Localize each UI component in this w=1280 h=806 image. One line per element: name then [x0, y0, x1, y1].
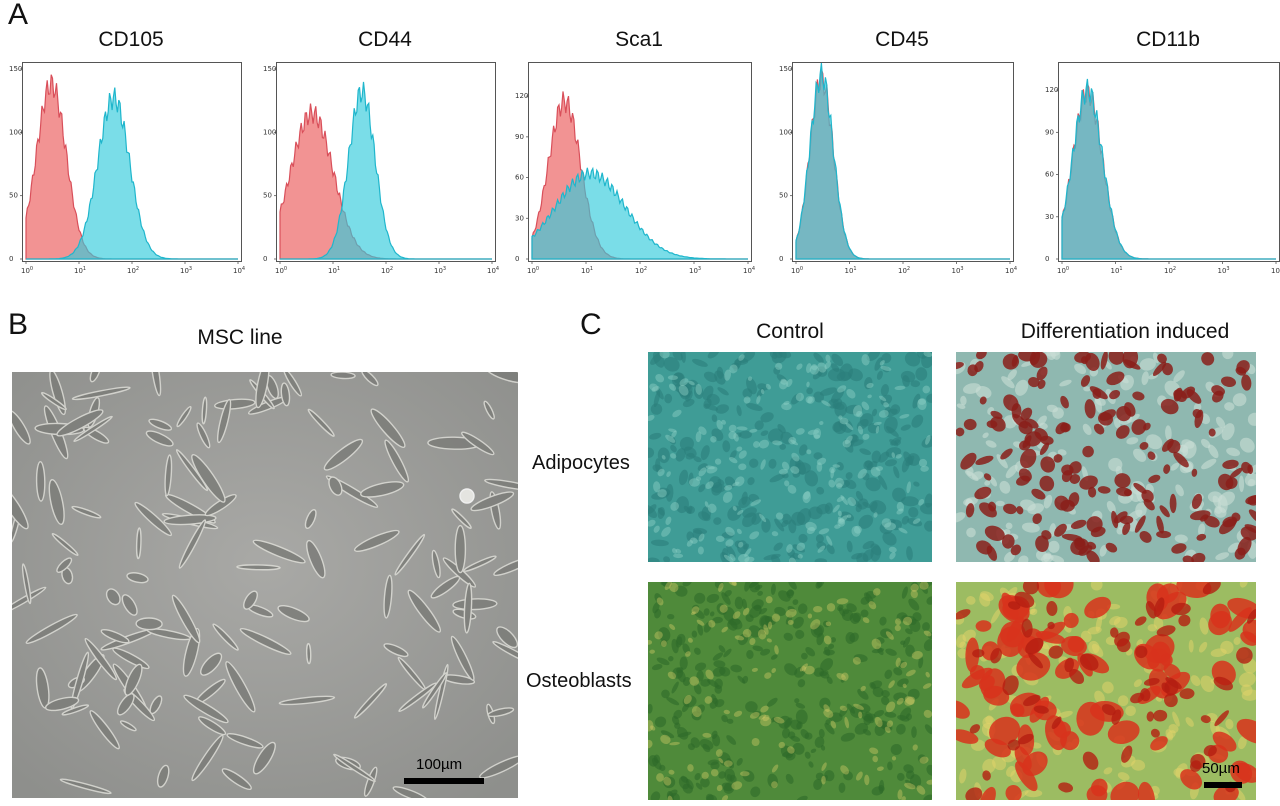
panel-b-letter: B — [8, 308, 29, 341]
histogram-3-series-1 — [795, 63, 1010, 260]
histogram-0-xtick-3: 103 — [180, 266, 192, 275]
histogram-title-2: Sca1 — [615, 28, 663, 51]
histogram-3-ytick-0: 0 — [779, 255, 783, 263]
histogram-2-series-1 — [531, 166, 748, 260]
histogram-plot-4: 0 30 60 90 120 100 101 102 103 104 — [1045, 62, 1280, 275]
histogram-4-ytick-3: 90 — [1045, 128, 1054, 136]
histogram-0-ytick-3: 150 — [9, 65, 22, 73]
histogram-1-xtick-2: 102 — [381, 266, 393, 275]
histogram-4-ytick-1: 30 — [1045, 213, 1054, 221]
osteoblasts-induced-image: 50µm — [956, 582, 1256, 800]
histogram-4-xtick-1: 101 — [1111, 266, 1123, 275]
histogram-2-xtick-3: 103 — [689, 266, 701, 275]
histogram-1-ytick-2: 100 — [263, 128, 276, 136]
histogram-title-0: CD105 — [98, 28, 164, 51]
histogram-3-xtick-4: 104 — [1005, 266, 1017, 275]
histogram-2-ytick-2: 60 — [515, 174, 524, 182]
scale-label-c: 50µm — [1202, 760, 1240, 777]
histogram-3-ytick-3: 150 — [779, 65, 792, 73]
histogram-2-xtick-1: 101 — [581, 266, 593, 275]
histogram-0-xtick-2: 102 — [127, 266, 139, 275]
msc-line-micrograph: 100µm — [12, 372, 518, 798]
histogram-0-xtick-0: 100 — [21, 266, 33, 275]
histogram-1-xtick-1: 101 — [328, 266, 340, 275]
histogram-4-xtick-0: 100 — [1057, 266, 1069, 275]
histogram-1-ytick-3: 150 — [263, 65, 276, 73]
histogram-plot-2: 0 30 60 90 120 100 101 102 103 104 — [515, 62, 755, 275]
adipocytes-induced-image — [956, 352, 1256, 562]
panel-a-letter: A — [8, 0, 29, 31]
histogram-1-ytick-0: 0 — [263, 255, 267, 263]
histogram-plot-0: 0 50 100 150 100 101 102 103 104 — [9, 62, 245, 275]
histogram-svg-1: 0 50 100 150 100 101 102 103 104 — [263, 65, 499, 275]
histogram-svg-0: 0 50 100 150 100 101 102 103 104 — [9, 65, 245, 275]
histogram-3-xtick-1: 101 — [845, 266, 857, 275]
histogram-4-series-1 — [1061, 78, 1276, 260]
histogram-3-xtick-0: 100 — [791, 266, 803, 275]
histogram-svg-2: 0 30 60 90 120 100 101 102 103 104 — [515, 91, 755, 275]
histogram-0-ytick-2: 100 — [9, 128, 22, 136]
histogram-2-ytick-0: 0 — [515, 255, 519, 263]
row-label-osteoblasts: Osteoblasts — [526, 670, 632, 692]
histogram-4-ytick-0: 0 — [1045, 255, 1049, 263]
histogram-0-xtick-4: 104 — [233, 266, 245, 275]
msc-line-title: MSC line — [197, 326, 283, 349]
histogram-1-xtick-3: 103 — [434, 266, 446, 275]
scale-label-b: 100µm — [416, 756, 463, 773]
histogram-svg-3: 0 50 100 150 100 101 102 103 104 — [779, 63, 1017, 275]
scale-bar-c — [1204, 782, 1242, 788]
col-title-control: Control — [756, 320, 824, 343]
histogram-0-ytick-0: 0 — [9, 255, 13, 263]
histogram-2-xtick-2: 102 — [635, 266, 647, 275]
histogram-0-xtick-1: 101 — [74, 266, 86, 275]
msc-cells-image — [12, 372, 518, 798]
scale-bar-b — [404, 778, 484, 784]
col-title-differentiation: Differentiation induced — [1020, 320, 1230, 343]
histogram-2-xtick-0: 100 — [527, 266, 539, 275]
histogram-4-xtick-4: 104 — [1271, 266, 1280, 275]
row-label-adipocytes: Adipocytes — [532, 452, 630, 474]
histogram-1-series-1 — [280, 81, 492, 260]
histogram-1-ytick-1: 50 — [263, 192, 272, 200]
histogram-title-4: CD11b — [1136, 28, 1200, 51]
histogram-title-3: CD45 — [875, 28, 929, 51]
histogram-2-xtick-4: 104 — [743, 266, 755, 275]
histogram-3-ytick-1: 50 — [779, 192, 788, 200]
histogram-4-xtick-2: 102 — [1164, 266, 1176, 275]
histogram-4-ytick-4: 120 — [1045, 86, 1058, 94]
histogram-3-xtick-2: 102 — [898, 266, 910, 275]
panel-c-letter: C — [580, 308, 602, 341]
histogram-2-ytick-3: 90 — [515, 133, 524, 141]
histogram-plot-1: 0 50 100 150 100 101 102 103 104 — [263, 62, 499, 275]
histogram-4-xtick-3: 103 — [1218, 266, 1230, 275]
histogram-3-ytick-2: 100 — [779, 128, 792, 136]
histogram-svg-4: 0 30 60 90 120 100 101 102 103 104 — [1045, 78, 1280, 275]
osteoblasts-control-image — [648, 582, 932, 800]
histogram-2-ytick-4: 120 — [515, 92, 528, 100]
histogram-0-series-1 — [26, 87, 238, 260]
histogram-1-xtick-4: 104 — [487, 266, 499, 275]
histogram-2-ytick-1: 30 — [515, 214, 524, 222]
histogram-4-ytick-2: 60 — [1045, 171, 1054, 179]
histogram-title-1: CD44 — [358, 28, 412, 51]
histogram-3-xtick-3: 103 — [952, 266, 964, 275]
adipocytes-control-image — [648, 352, 932, 562]
histogram-plot-3: 0 50 100 150 100 101 102 103 104 — [779, 62, 1017, 275]
histogram-0-ytick-1: 50 — [9, 192, 18, 200]
histogram-1-xtick-0: 100 — [275, 266, 287, 275]
